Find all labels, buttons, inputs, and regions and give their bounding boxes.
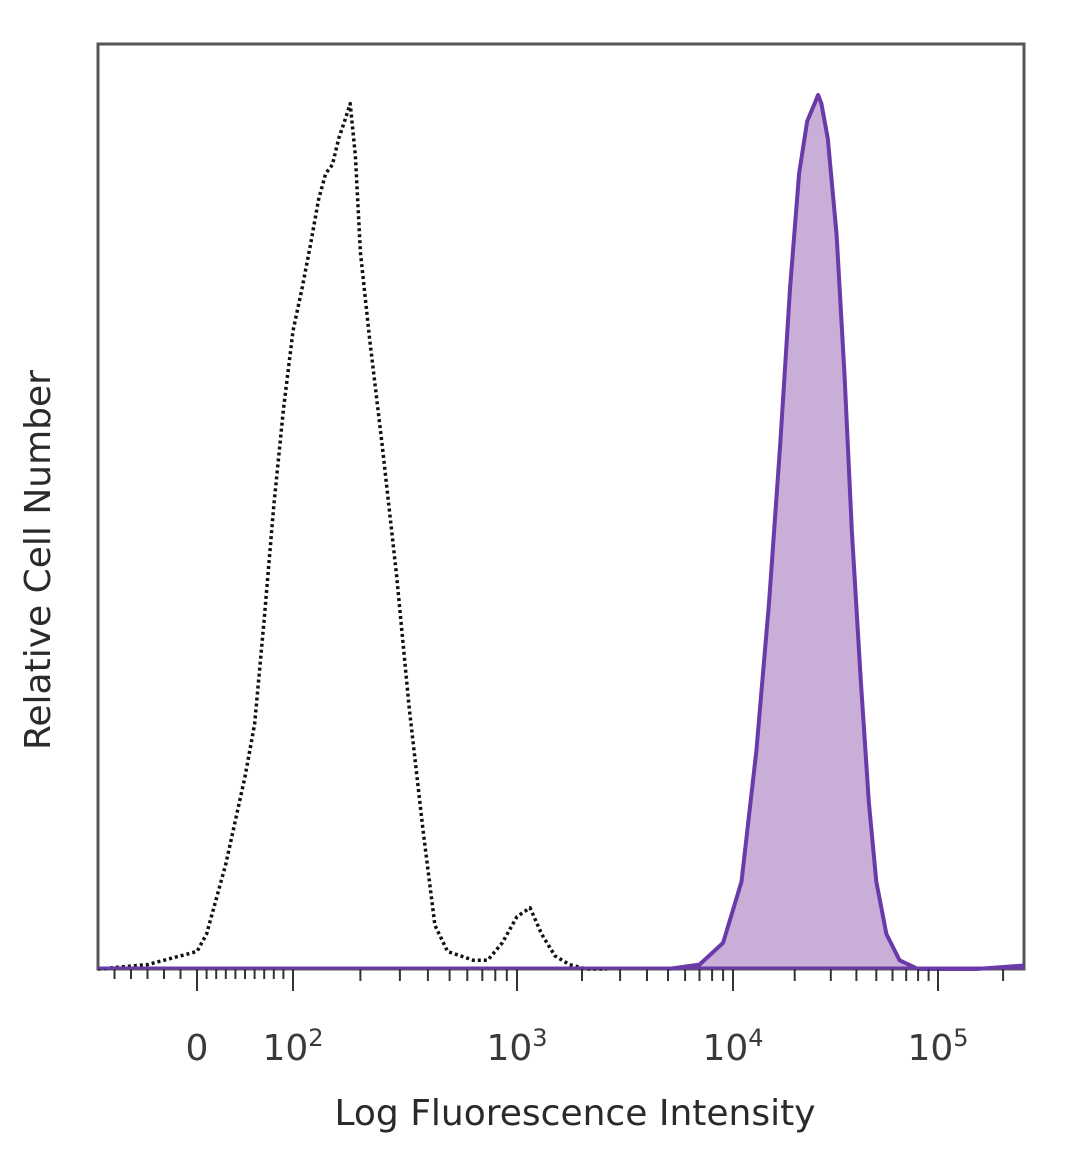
x-tick-label: 104 [702,1024,763,1069]
x-tick-label: 0 [186,1028,209,1069]
plot-frame [96,42,1026,971]
x-axis-label: Log Fluorescence Intensity [334,1093,815,1134]
series-1-fill [668,94,1024,969]
x-axis: 0 102 103 104 105 [113,969,1005,1069]
x-tick-label: 105 [907,1024,968,1069]
y-axis-label: Relative Cell Number [18,370,59,750]
x-tick-label: 103 [486,1024,547,1069]
series-1-line [667,92,1025,971]
series-layer [97,92,1025,971]
x-tick-label: 102 [262,1024,323,1069]
series-0-line [97,101,607,971]
